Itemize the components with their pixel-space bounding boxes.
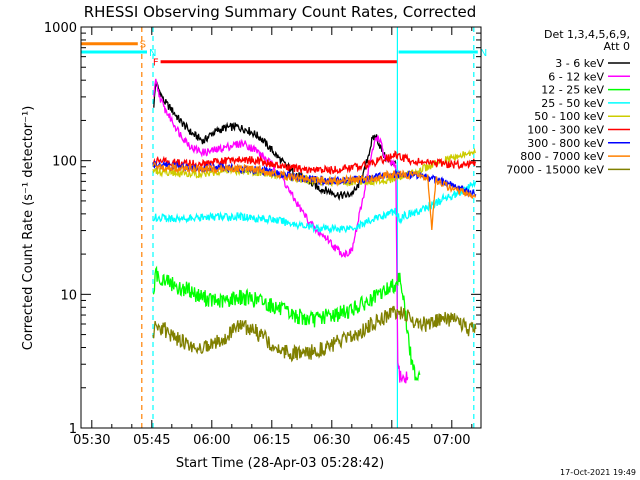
series-line-12-25-kev bbox=[152, 265, 421, 382]
flag-label-f-3: F bbox=[153, 58, 159, 69]
x-tick-label-0645: 06:45 bbox=[373, 433, 410, 448]
x-tick-label-0700: 07:00 bbox=[433, 433, 470, 448]
series-line-7000-15000-kev bbox=[152, 305, 477, 363]
legend-label-12-25-kev: 12 - 25 keV bbox=[541, 84, 604, 97]
x-tick-label-0615: 06:15 bbox=[253, 433, 290, 448]
legend-label-50-100-kev: 50 - 100 keV bbox=[534, 110, 604, 123]
y-tick-label-100: 100 bbox=[52, 155, 77, 170]
x-tick-label-0530: 05:30 bbox=[73, 433, 110, 448]
flag-label-s-0: S bbox=[140, 40, 146, 51]
series-line-3-6-kev bbox=[153, 80, 397, 201]
legend-header-line-1: Att 0 bbox=[604, 40, 630, 53]
legend-label-800-7000-kev: 800 - 7000 keV bbox=[520, 150, 604, 163]
flag-label-n-1: N bbox=[149, 48, 156, 59]
x-axis-label: Start Time (28-Apr-03 05:28:42) bbox=[176, 456, 384, 471]
footer-date: 17-Oct-2021 19:49 bbox=[560, 468, 636, 477]
y-tick-label-1000: 1000 bbox=[44, 21, 77, 36]
legend-header-line-0: Det 1,3,4,5,6,9, bbox=[544, 28, 630, 41]
legend-label-300-800-kev: 300 - 800 keV bbox=[527, 137, 604, 150]
y-axis-label: Corrected Count Rate (s⁻¹ detector⁻¹) bbox=[21, 106, 36, 351]
plot-area bbox=[81, 27, 481, 428]
flag-label-n-2: N bbox=[480, 48, 487, 59]
series-line-800-7000-kev bbox=[152, 161, 477, 231]
y-tick-label-10: 10 bbox=[60, 288, 77, 303]
legend-label-100-300-kev: 100 - 300 keV bbox=[527, 124, 604, 137]
chart-title: RHESSI Observing Summary Count Rates, Co… bbox=[84, 3, 477, 21]
x-tick-label-0545: 05:45 bbox=[133, 433, 170, 448]
legend-label-7000-15000-kev: 7000 - 15000 keV bbox=[506, 163, 604, 176]
legend-label-3-6-kev: 3 - 6 keV bbox=[555, 57, 604, 70]
legend-label-25-50-kev: 25 - 50 keV bbox=[541, 97, 604, 110]
x-tick-label-0600: 06:00 bbox=[193, 433, 230, 448]
y-tick-label-1: 1 bbox=[69, 422, 77, 437]
series-line-25-50-kev bbox=[152, 180, 477, 235]
series-line-100-300-kev bbox=[152, 150, 477, 175]
plot-frame bbox=[80, 26, 482, 429]
x-tick-label-0630: 06:30 bbox=[313, 433, 350, 448]
legend-label-6-12-kev: 6 - 12 keV bbox=[548, 70, 604, 83]
